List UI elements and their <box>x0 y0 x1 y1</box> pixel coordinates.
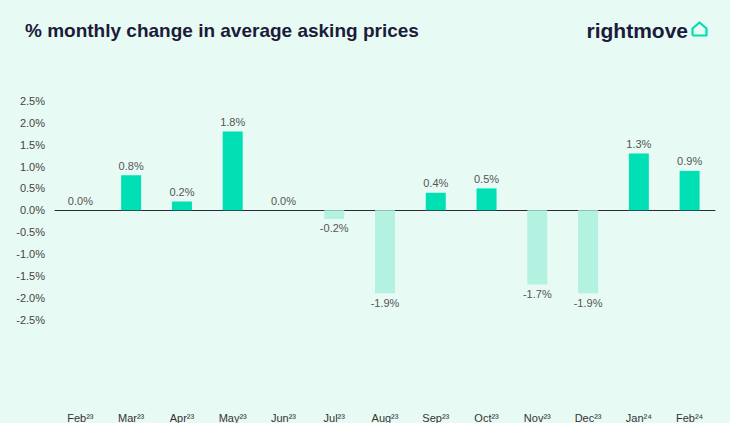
svg-text:0.5%: 0.5% <box>20 182 45 194</box>
svg-text:0.4%: 0.4% <box>423 177 448 189</box>
svg-text:-2.0%: -2.0% <box>16 292 45 304</box>
svg-text:Aug²³: Aug²³ <box>372 412 399 423</box>
svg-text:Feb²³: Feb²³ <box>67 412 94 423</box>
svg-text:-1.9%: -1.9% <box>574 297 603 309</box>
svg-text:rightmove: rightmove <box>586 19 688 42</box>
svg-text:Feb²⁴: Feb²⁴ <box>676 412 704 423</box>
svg-text:0.0%: 0.0% <box>68 195 93 207</box>
svg-text:Mar²³: Mar²³ <box>118 412 145 423</box>
svg-text:-1.0%: -1.0% <box>16 248 45 260</box>
svg-text:-1.7%: -1.7% <box>523 288 552 300</box>
svg-text:2.5%: 2.5% <box>20 95 45 107</box>
svg-text:Jan²⁴: Jan²⁴ <box>626 412 652 423</box>
svg-text:Sep²³: Sep²³ <box>422 412 449 423</box>
svg-text:0.0%: 0.0% <box>271 195 296 207</box>
svg-text:2.0%: 2.0% <box>20 117 45 129</box>
svg-text:-1.9%: -1.9% <box>371 297 400 309</box>
svg-text:Oct²³: Oct²³ <box>474 412 499 423</box>
svg-text:1.3%: 1.3% <box>626 138 651 150</box>
svg-text:-2.5%: -2.5% <box>16 314 45 326</box>
svg-text:Nov²³: Nov²³ <box>524 412 551 423</box>
svg-text:-0.5%: -0.5% <box>16 226 45 238</box>
svg-text:0.9%: 0.9% <box>677 155 702 167</box>
svg-text:1.0%: 1.0% <box>20 161 45 173</box>
svg-text:% monthly change in average as: % monthly change in average asking price… <box>25 20 419 41</box>
svg-text:0.8%: 0.8% <box>119 160 144 172</box>
svg-text:1.8%: 1.8% <box>220 116 245 128</box>
svg-text:Jul²³: Jul²³ <box>324 412 346 423</box>
svg-text:Apr²³: Apr²³ <box>170 412 195 423</box>
svg-text:May²³: May²³ <box>219 412 247 423</box>
svg-text:-0.2%: -0.2% <box>320 222 349 234</box>
svg-text:0.0%: 0.0% <box>20 204 45 216</box>
svg-text:1.5%: 1.5% <box>20 139 45 151</box>
svg-text:0.5%: 0.5% <box>474 173 499 185</box>
svg-text:Dec²³: Dec²³ <box>575 412 602 423</box>
svg-text:-1.5%: -1.5% <box>16 270 45 282</box>
svg-text:Jun²³: Jun²³ <box>271 412 296 423</box>
svg-text:0.2%: 0.2% <box>169 186 194 198</box>
